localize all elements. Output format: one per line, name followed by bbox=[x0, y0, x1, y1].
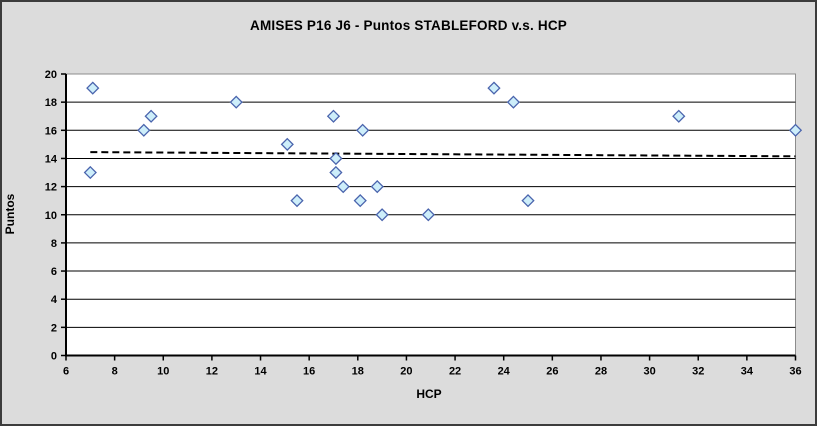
x-tick-label: 12 bbox=[206, 366, 218, 378]
data-point bbox=[353, 194, 367, 208]
data-point bbox=[137, 123, 151, 137]
trendline bbox=[90, 151, 796, 158]
data-point bbox=[672, 109, 686, 123]
data-point bbox=[144, 109, 158, 123]
data-point bbox=[370, 179, 384, 194]
data-point bbox=[356, 123, 370, 137]
y-tick-label: 16 bbox=[45, 125, 57, 137]
chart-title: AMISES P16 J6 - Puntos STABLEFORD v.s. H… bbox=[250, 18, 567, 33]
data-point bbox=[487, 81, 501, 95]
x-tick-label: 34 bbox=[741, 366, 754, 378]
data-point bbox=[83, 165, 97, 180]
data-point bbox=[229, 95, 243, 109]
y-tick-label: 2 bbox=[51, 322, 57, 334]
data-point bbox=[290, 194, 304, 208]
data-point bbox=[86, 81, 100, 95]
data-point bbox=[375, 208, 389, 222]
data-point bbox=[326, 109, 341, 123]
x-tick-label: 16 bbox=[303, 366, 315, 378]
y-tick-label: 4 bbox=[51, 294, 58, 306]
data-point bbox=[506, 95, 521, 109]
data-point bbox=[788, 123, 803, 137]
data-point bbox=[521, 194, 535, 208]
x-tick-label: 32 bbox=[692, 366, 704, 378]
y-tick-label: 14 bbox=[45, 153, 58, 165]
y-tick-label: 0 bbox=[51, 351, 57, 363]
x-axis-label: HCP bbox=[416, 387, 442, 401]
y-tick-label: 10 bbox=[45, 210, 57, 222]
x-tick-label: 8 bbox=[112, 366, 118, 378]
x-tick-label: 20 bbox=[400, 366, 412, 378]
x-tick-label: 22 bbox=[449, 366, 461, 378]
x-tick-label: 30 bbox=[643, 366, 655, 378]
y-tick-label: 20 bbox=[45, 69, 57, 81]
x-tick-label: 18 bbox=[352, 366, 364, 378]
y-tick-label: 12 bbox=[45, 182, 57, 194]
x-tick-label: 26 bbox=[546, 366, 558, 378]
x-tick-label: 10 bbox=[157, 366, 169, 378]
data-point bbox=[280, 137, 294, 151]
data-point bbox=[329, 151, 343, 166]
x-tick-label: 6 bbox=[63, 366, 69, 378]
y-tick-label: 6 bbox=[51, 266, 57, 278]
x-tick-label: 28 bbox=[595, 366, 607, 378]
x-tick-label: 14 bbox=[254, 366, 267, 378]
data-point bbox=[421, 208, 435, 222]
y-tick-label: 8 bbox=[51, 238, 57, 250]
data-point bbox=[329, 165, 343, 180]
data-point bbox=[336, 179, 350, 194]
y-tick-label: 18 bbox=[45, 97, 57, 109]
x-tick-label: 24 bbox=[498, 366, 511, 378]
x-tick-label: 36 bbox=[789, 366, 801, 378]
